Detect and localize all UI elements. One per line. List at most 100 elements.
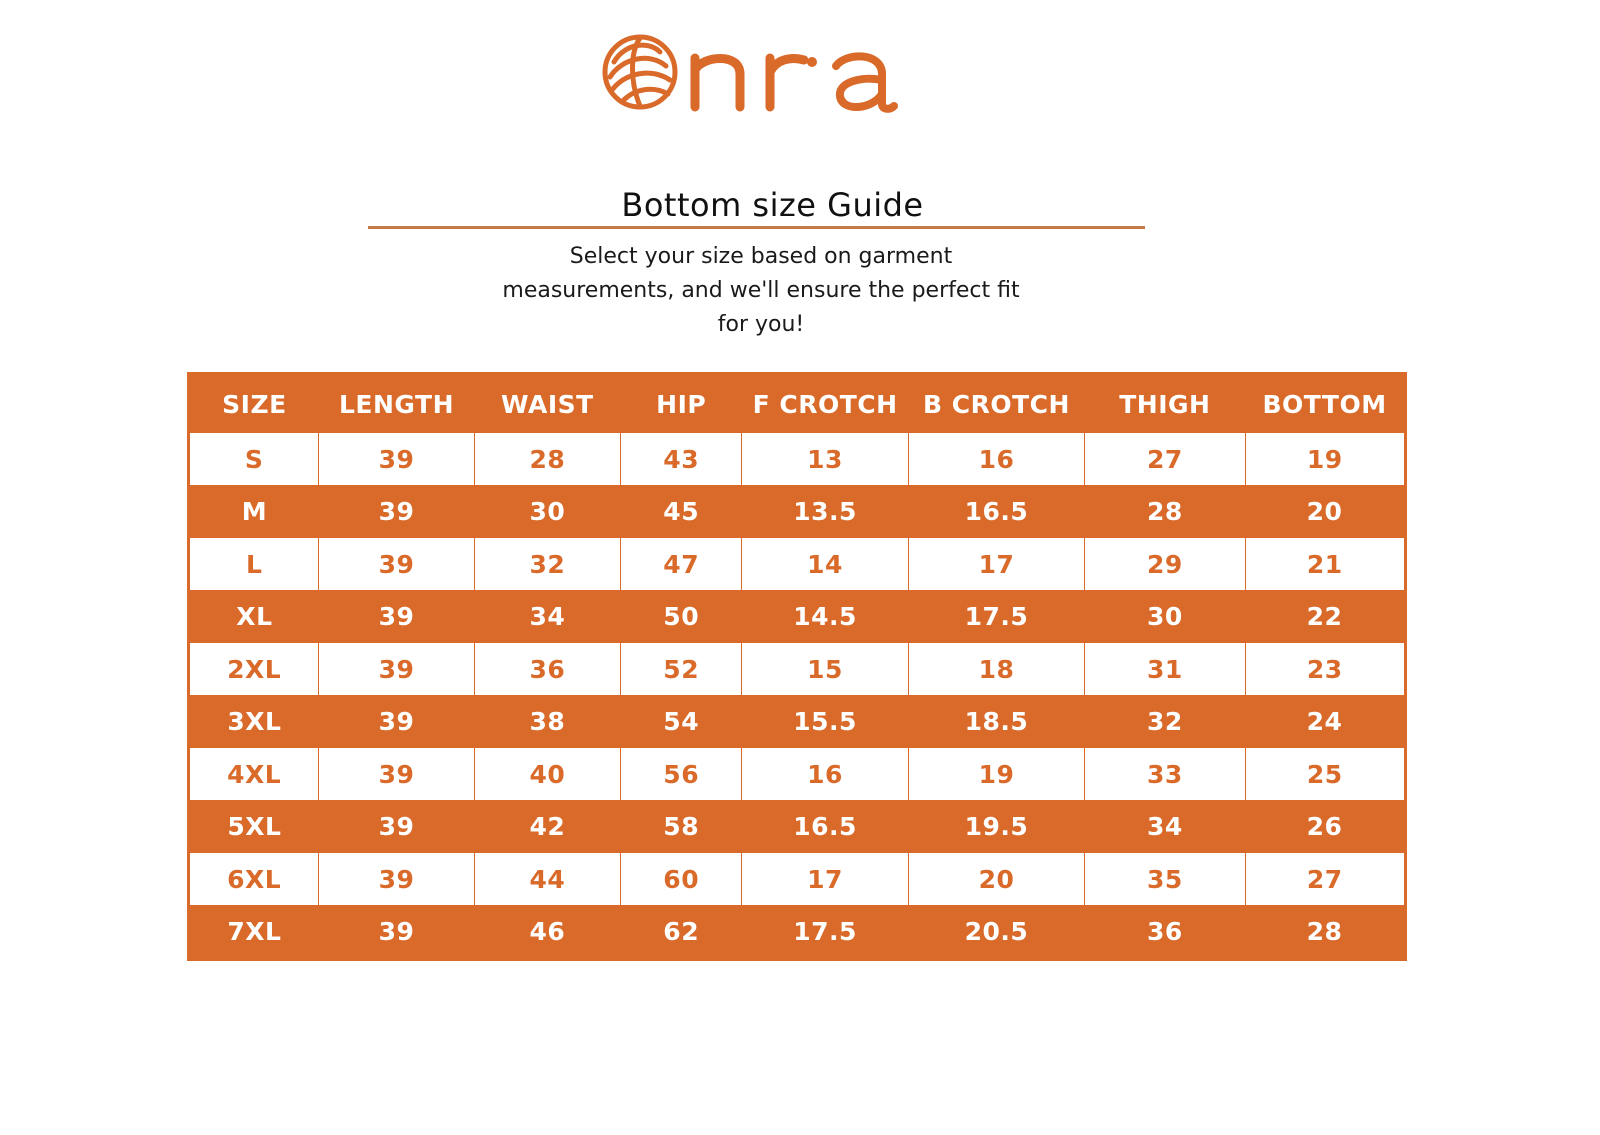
measurement-cell: 32	[473, 538, 622, 590]
table-row: L 39 32 47 14 17 29 21	[187, 538, 1407, 590]
measurement-cell: 16.5	[908, 485, 1085, 538]
brand-logo	[600, 22, 910, 122]
measurement-cell: 27	[1244, 853, 1407, 905]
measurement-cell: 52	[620, 643, 743, 695]
measurement-cell: 29	[1084, 538, 1246, 590]
measurement-cell: 24	[1245, 695, 1406, 748]
measurement-cell: 17	[741, 853, 909, 905]
measurement-cell: 26	[1245, 800, 1406, 853]
size-cell: 5XL	[188, 800, 319, 853]
table-row: S 39 28 43 13 16 27 19	[187, 433, 1407, 485]
measurement-cell: 60	[620, 853, 743, 905]
measurement-cell: 45	[620, 485, 742, 538]
guide-title: Bottom size Guide	[621, 186, 924, 224]
measurement-cell: 50	[620, 590, 742, 643]
measurement-cell: 13.5	[741, 485, 909, 538]
measurement-cell: 34	[1084, 800, 1246, 853]
measurement-cell: 36	[473, 643, 622, 695]
measurement-cell: 33	[1084, 748, 1246, 800]
measurement-cell: 18.5	[908, 695, 1085, 748]
table-row: 5XL 39 42 58 16.5 19.5 34 26	[188, 800, 1406, 853]
measurement-cell: 18	[907, 643, 1086, 695]
measurement-cell: 39	[318, 853, 475, 905]
measurement-cell: 30	[474, 485, 621, 538]
onra-logo-mark	[602, 34, 898, 113]
measurement-cell: 39	[318, 695, 475, 748]
measurement-cell: 62	[620, 905, 742, 960]
measurement-cell: 20	[907, 853, 1086, 905]
measurement-cell: 17.5	[741, 905, 909, 960]
size-cell: M	[188, 485, 319, 538]
measurement-cell: 14	[741, 538, 909, 590]
table-row: 2XL 39 36 52 15 18 31 23	[187, 643, 1407, 695]
measurement-cell: 23	[1244, 643, 1407, 695]
header-hip: HIP	[620, 373, 742, 433]
measurement-cell: 16.5	[741, 800, 909, 853]
measurement-cell: 19	[1244, 433, 1407, 485]
table-row: M 39 30 45 13.5 16.5 28 20	[188, 485, 1406, 538]
measurement-cell: 17.5	[908, 590, 1085, 643]
measurement-cell: 32	[1084, 695, 1246, 748]
measurement-cell: 15.5	[741, 695, 909, 748]
measurement-cell: 28	[1084, 485, 1246, 538]
measurement-cell: 39	[318, 433, 475, 485]
measurement-cell: 34	[474, 590, 621, 643]
measurement-cell: 19.5	[908, 800, 1085, 853]
measurement-cell: 39	[318, 643, 475, 695]
header-length: LENGTH	[318, 373, 475, 433]
measurement-cell: 38	[474, 695, 621, 748]
measurement-cell: 39	[318, 590, 475, 643]
table-row: 6XL 39 44 60 17 20 35 27	[187, 853, 1407, 905]
header-b-crotch: B CROTCH	[908, 373, 1085, 433]
measurement-cell: 54	[620, 695, 742, 748]
measurement-cell: 46	[474, 905, 621, 960]
measurement-cell: 39	[318, 538, 475, 590]
table-row: 7XL 39 46 62 17.5 20.5 36 28	[188, 905, 1406, 960]
subtitle-line-3: for you!	[717, 312, 805, 337]
measurement-cell: 22	[1245, 590, 1406, 643]
measurement-cell: 30	[1084, 590, 1246, 643]
measurement-cell: 35	[1084, 853, 1246, 905]
measurement-cell: 58	[620, 800, 742, 853]
measurement-cell: 36	[1084, 905, 1246, 960]
size-chart-table: SIZE LENGTH WAIST HIP F CROTCH B CROTCH …	[187, 372, 1407, 961]
measurement-cell: 39	[318, 905, 475, 960]
size-cell: 4XL	[187, 748, 320, 800]
size-cell: 2XL	[187, 643, 320, 695]
measurement-cell: 39	[318, 485, 475, 538]
subtitle-line-2: measurements, and we'll ensure the perfe…	[502, 278, 1020, 303]
measurement-cell: 16	[907, 433, 1086, 485]
measurement-cell: 39	[318, 800, 475, 853]
subtitle-line-1: Select your size based on garment	[569, 244, 953, 269]
table-row: 4XL 39 40 56 16 19 33 25	[187, 748, 1407, 800]
size-cell: L	[187, 538, 320, 590]
size-cell: XL	[188, 590, 319, 643]
guide-subtitle: Select your size based on garment measur…	[455, 240, 1067, 342]
measurement-cell: 15	[741, 643, 909, 695]
size-cell: S	[187, 433, 320, 485]
measurement-cell: 20.5	[908, 905, 1085, 960]
header-thigh: THIGH	[1084, 373, 1246, 433]
header-f-crotch: F CROTCH	[741, 373, 909, 433]
size-cell: 6XL	[187, 853, 320, 905]
measurement-cell: 21	[1244, 538, 1407, 590]
measurement-cell: 16	[741, 748, 909, 800]
measurement-cell: 14.5	[741, 590, 909, 643]
measurement-cell: 39	[318, 748, 475, 800]
measurement-cell: 44	[473, 853, 622, 905]
table-body: S 39 28 43 13 16 27 19 M 39 30 45 13.5 16.5 28 20 L 39 32 4…	[187, 433, 1407, 960]
measurement-cell: 19	[907, 748, 1086, 800]
size-cell: 7XL	[188, 905, 319, 960]
measurement-cell: 28	[473, 433, 622, 485]
size-cell: 3XL	[188, 695, 319, 748]
title-divider	[368, 226, 1145, 229]
table-row: XL 39 34 50 14.5 17.5 30 22	[188, 590, 1406, 643]
table-row: 3XL 39 38 54 15.5 18.5 32 24	[188, 695, 1406, 748]
measurement-cell: 25	[1244, 748, 1407, 800]
table-header-row: SIZE LENGTH WAIST HIP F CROTCH B CROTCH …	[188, 373, 1406, 433]
measurement-cell: 27	[1084, 433, 1246, 485]
header-bottom: BOTTOM	[1245, 373, 1406, 433]
header-size: SIZE	[188, 373, 319, 433]
measurement-cell: 40	[473, 748, 622, 800]
header-waist: WAIST	[474, 373, 621, 433]
